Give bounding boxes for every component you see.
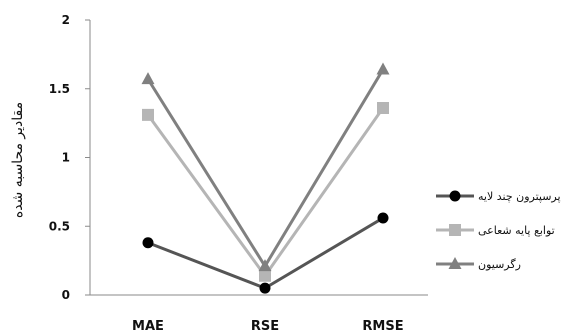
legend-triangle-marker [448,257,462,269]
y-axis-label: مقادیر محاسبه شده [10,102,26,218]
legend-circle-marker [449,190,461,202]
y-axis: 0 0.5 1 1.5 2 [49,13,91,302]
y-tick-label: 2 [62,13,70,27]
legend-square-marker [449,224,461,236]
data-point-circle-marker [142,237,154,249]
legend-item: پرسپترون چند لایه [436,190,561,203]
data-point-triangle-marker [141,72,155,85]
y-tick-label: 0 [62,288,70,302]
legend-label: پرسپترون چند لایه [478,190,561,203]
x-tick-label: RSE [251,319,279,334]
series-line [146,68,385,269]
series-3 [141,62,390,272]
y-tick-label: 0.5 [49,219,70,233]
data-point-circle-marker [377,212,389,224]
x-tick-label: MAE [132,319,164,334]
series-2 [142,102,389,282]
legend-label: رگرسیون [478,258,521,271]
data-point-square-marker [377,102,389,114]
data-point-square-marker [142,108,154,121]
x-tick-label: RMSE [362,319,403,334]
series-1 [142,212,389,294]
data-point-triangle-marker [258,259,272,272]
legend-item: رگرسیون [436,257,521,271]
data-point-square-marker [259,269,271,282]
data-point-circle-marker [259,282,271,294]
y-tick-label: 1 [62,151,70,165]
data-point-triangle-marker [376,62,390,75]
legend-label: توابع پایه شعاعی [478,224,555,237]
y-tick-label: 1.5 [49,82,70,96]
legend-item: توابع پایه شعاعی [436,224,555,237]
